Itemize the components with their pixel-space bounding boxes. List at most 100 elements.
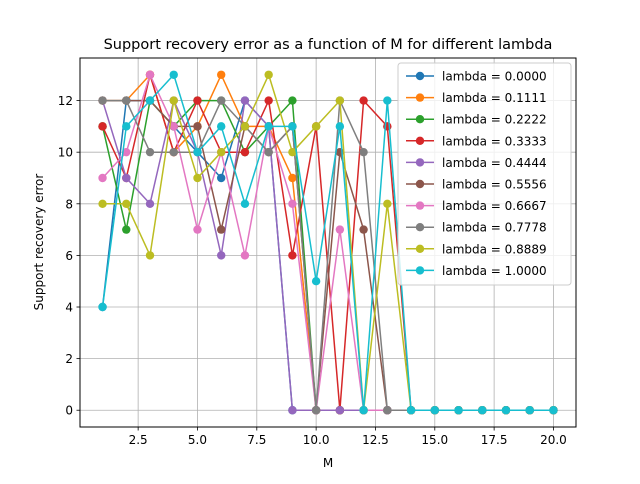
data-point [501,406,511,415]
legend-marker [415,179,425,189]
legend-item: lambda = 0.1111 [406,91,547,105]
data-point [122,199,131,208]
legend-label: lambda = 0.1111 [442,91,547,105]
legend-marker [415,136,425,145]
legend-item: lambda = 0.4444 [406,156,547,170]
x-tick-label: 7.5 [247,433,266,447]
x-axis-label: M [323,456,333,470]
data-point [288,173,297,183]
legend-marker [415,266,425,275]
y-axis: 0 2 4 6 8 10 12 [58,94,80,418]
data-point [98,173,107,183]
legend-label: lambda = 0.7778 [442,221,547,235]
legend-marker [415,71,425,81]
data-point [122,225,131,234]
data-point [122,173,131,183]
data-point [217,173,226,183]
data-point [193,147,202,157]
data-point [383,199,392,208]
x-tick-label: 20.0 [540,433,567,447]
legend-label: lambda = 0.3333 [442,134,547,148]
data-point [122,122,131,131]
data-point [145,199,155,208]
data-point [145,70,155,79]
data-point [169,70,178,79]
legend-label: lambda = 0.5556 [442,178,547,192]
data-point [359,406,368,415]
data-point [240,251,250,260]
data-point [335,96,345,105]
data-point [335,122,345,131]
data-point [145,147,155,157]
legend-item: lambda = 1.0000 [406,264,547,278]
y-tick-label: 12 [58,94,73,108]
series-10 [98,70,558,415]
data-point [217,70,226,79]
legend-marker [415,93,425,102]
data-point [406,406,416,415]
data-point [240,122,250,131]
data-point [122,96,131,105]
data-point [430,406,439,415]
y-tick-label: 4 [65,301,73,315]
data-point [145,251,155,260]
legend-label: lambda = 0.4444 [442,156,547,170]
data-point [264,96,273,105]
data-point [193,122,202,131]
data-point [335,225,345,234]
data-point [359,96,368,105]
legend-item: lambda = 0.8889 [406,242,547,256]
data-point [478,406,487,415]
data-point [145,96,155,105]
x-tick-label: 2.5 [129,433,148,447]
data-point [383,406,392,415]
data-point [288,251,297,260]
data-point [217,147,226,157]
legend-marker [415,158,425,167]
data-point [383,96,392,105]
x-tick-label: 12.5 [362,433,389,447]
legend-marker [415,201,425,210]
legend-box [397,62,572,286]
y-tick-label: 0 [65,404,73,418]
y-tick-label: 6 [65,249,73,263]
data-point [122,147,131,157]
legend-marker [415,115,425,124]
data-point [240,96,250,105]
data-point [217,96,226,105]
data-point [359,225,368,234]
legend: lambda = 0.0000 lambda = 0.1111 lambda = 0… [397,62,572,286]
legend-marker [415,223,425,232]
data-point [311,122,321,131]
data-point [169,96,178,105]
data-point [264,147,273,157]
legend-label: lambda = 0.2222 [442,113,547,127]
legend-item: lambda = 0.6667 [406,199,547,213]
data-point [359,147,368,157]
data-point [98,96,107,105]
data-point [217,225,226,234]
data-point [311,277,321,286]
x-tick-label: 5.0 [188,433,207,447]
legend-item: lambda = 0.7778 [406,221,547,235]
legend-marker [415,244,425,253]
data-point [264,122,273,131]
data-point [217,251,226,260]
y-axis-label: Support recovery error [32,174,46,311]
legend-label: lambda = 1.0000 [442,264,547,278]
data-point [288,122,297,131]
series-layer [98,70,558,415]
legend-item: lambda = 0.0000 [406,70,547,84]
data-point [98,199,107,208]
plot-frame [79,57,577,428]
legend-item: lambda = 0.3333 [406,134,547,148]
data-point [454,406,463,415]
data-point [240,199,250,208]
data-point [288,406,297,415]
legend-item: lambda = 0.2222 [406,113,547,127]
y-tick-label: 2 [65,352,73,366]
data-point [288,147,297,157]
data-point [193,96,202,105]
